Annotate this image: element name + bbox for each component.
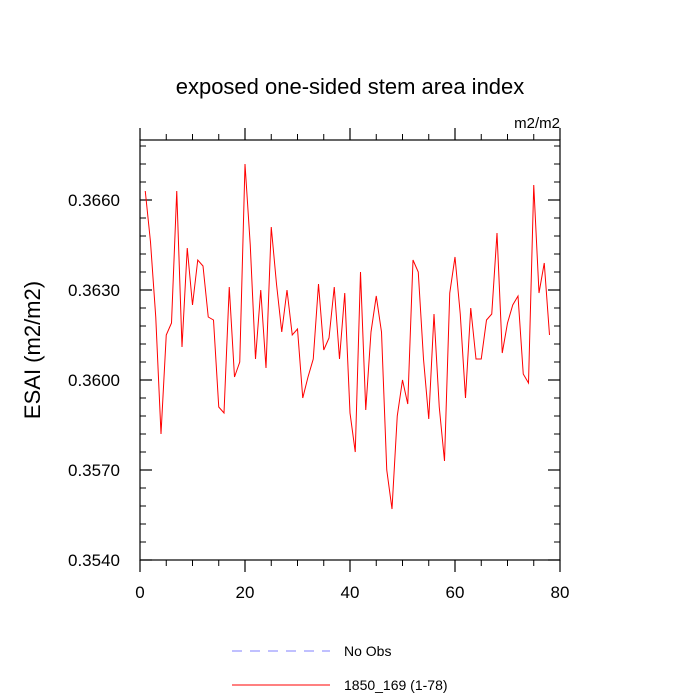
y-tick-label: 0.3660	[68, 191, 120, 210]
y-tick-label: 0.3540	[68, 551, 120, 570]
axis-ticks	[139, 128, 561, 572]
legend-label-1850-169: 1850_169 (1-78)	[344, 677, 448, 693]
y-axis-label: ESAI (m2/m2)	[20, 281, 45, 419]
x-tick-label: 0	[135, 583, 144, 602]
plot-frame	[139, 139, 561, 561]
x-tick-label: 40	[341, 583, 360, 602]
units-label: m2/m2	[514, 115, 560, 132]
axis-tick-labels: 0 20 40 60 80 0.3540 0.3570 0.3600 0.3630 0.3660	[68, 191, 569, 602]
chart-title: exposed one-sided stem area index	[176, 74, 525, 99]
series-line-0	[144, 163, 550, 510]
x-tick-label: 80	[551, 583, 570, 602]
x-tick-label: 60	[446, 583, 465, 602]
x-tick-label: 20	[236, 583, 255, 602]
y-tick-label: 0.3570	[68, 461, 120, 480]
legend: No Obs 1850_169 (1-78)	[232, 643, 448, 693]
series-layer	[144, 163, 550, 510]
y-tick-label: 0.3630	[68, 281, 120, 300]
legend-label-no-obs: No Obs	[344, 643, 391, 659]
y-tick-label: 0.3600	[68, 371, 120, 390]
